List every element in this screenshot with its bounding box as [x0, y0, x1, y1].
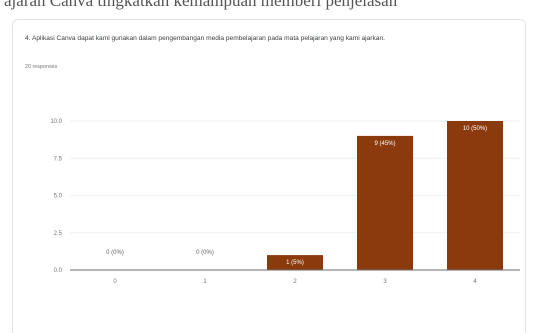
- x-tick-label: 3: [383, 279, 387, 285]
- data-label: 10 (50%): [463, 126, 487, 132]
- partial-header-text: ajaran Canva tingkatkan kemampuan member…: [4, 0, 398, 10]
- data-label: 1 (5%): [286, 260, 304, 266]
- bar: [357, 135, 413, 270]
- y-tick-label: 5.0: [54, 194, 63, 200]
- data-label: 0 (0%): [106, 250, 124, 256]
- x-tick-label: 4: [473, 279, 477, 285]
- bar: [447, 121, 503, 270]
- partial-header-strip: ajaran Canva tingkatkan kemampuan member…: [0, 0, 536, 18]
- bar: [267, 255, 323, 270]
- y-tick-label: 0.0: [54, 268, 63, 274]
- response-count: 20 responses: [25, 64, 58, 70]
- question-title: 4. Aplikasi Canva dapat kami gunakan dal…: [25, 35, 385, 42]
- y-tick-label: 10.0: [50, 119, 62, 125]
- y-tick-label: 2.5: [54, 231, 63, 237]
- data-label: 9 (45%): [374, 141, 395, 147]
- x-tick-label: 1: [203, 279, 207, 285]
- question-card: [12, 19, 526, 333]
- y-tick-label: 7.5: [54, 156, 63, 162]
- x-tick-label: 2: [293, 279, 297, 285]
- data-label: 0 (0%): [196, 250, 214, 256]
- x-tick-label: 0: [113, 279, 117, 285]
